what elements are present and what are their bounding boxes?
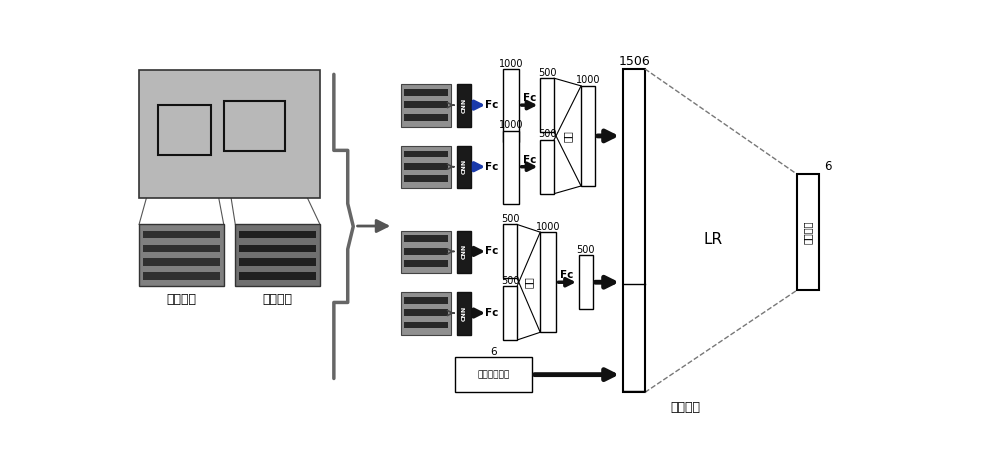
Text: Fc: Fc <box>485 162 498 172</box>
Bar <box>455 357 532 392</box>
Bar <box>239 230 316 238</box>
Bar <box>401 230 451 273</box>
Bar <box>503 130 519 204</box>
Text: 最终特征: 最终特征 <box>670 401 700 414</box>
Text: 头部角度向量: 头部角度向量 <box>477 370 509 379</box>
Bar <box>404 151 448 157</box>
Bar <box>404 260 448 267</box>
Text: CNN: CNN <box>461 159 466 174</box>
Bar <box>623 69 645 392</box>
Text: 连接: 连接 <box>563 130 573 142</box>
Bar <box>503 69 519 142</box>
Text: 1000: 1000 <box>499 59 523 68</box>
Text: CNN: CNN <box>461 305 466 321</box>
Text: 500: 500 <box>501 276 519 285</box>
Bar <box>139 71 320 197</box>
Bar <box>239 272 316 280</box>
Text: Fc: Fc <box>485 100 498 110</box>
Text: 500: 500 <box>538 129 556 140</box>
Bar <box>404 163 448 170</box>
Bar <box>404 175 448 182</box>
Bar <box>401 292 451 335</box>
Text: 左眼图像: 左眼图像 <box>263 293 293 307</box>
Bar <box>457 230 471 273</box>
Text: 6: 6 <box>490 347 497 357</box>
Bar <box>579 255 593 309</box>
Text: 视线方向: 视线方向 <box>803 220 813 244</box>
Bar <box>404 321 448 329</box>
Text: 500: 500 <box>576 245 595 255</box>
Bar <box>404 309 448 316</box>
Text: 1000: 1000 <box>536 222 560 232</box>
Bar <box>143 272 220 280</box>
Bar <box>457 84 471 127</box>
Text: Fc: Fc <box>560 270 574 280</box>
Bar <box>158 105 211 155</box>
Bar <box>457 292 471 335</box>
Bar <box>404 89 448 96</box>
Text: CNN: CNN <box>461 97 466 113</box>
Bar <box>401 146 451 188</box>
Bar <box>404 235 448 242</box>
Bar <box>457 146 471 188</box>
Text: 6: 6 <box>824 160 832 173</box>
Text: CNN: CNN <box>461 244 466 259</box>
Text: 500: 500 <box>538 68 556 78</box>
Bar <box>401 84 451 127</box>
Bar <box>404 113 448 121</box>
Bar <box>503 224 517 278</box>
Bar <box>235 224 320 286</box>
Bar <box>143 230 220 238</box>
Text: 右眼图像: 右眼图像 <box>166 293 196 307</box>
Text: Fc: Fc <box>485 308 498 318</box>
Bar <box>540 232 556 332</box>
Text: 1506: 1506 <box>618 55 650 68</box>
Bar <box>797 174 819 290</box>
Bar <box>239 245 316 252</box>
Text: 500: 500 <box>501 214 519 224</box>
Text: Fc: Fc <box>485 246 498 257</box>
Bar <box>143 258 220 266</box>
Text: Fc: Fc <box>523 93 536 103</box>
Text: 1000: 1000 <box>499 120 523 130</box>
Bar <box>143 245 220 252</box>
Bar <box>503 286 517 340</box>
Bar <box>540 140 554 194</box>
Bar <box>540 78 554 132</box>
Bar <box>224 101 285 151</box>
Text: Fc: Fc <box>523 155 536 165</box>
Bar <box>404 297 448 304</box>
Text: LR: LR <box>704 232 723 246</box>
Bar <box>239 258 316 266</box>
Text: 1000: 1000 <box>576 75 600 85</box>
Bar <box>139 224 224 286</box>
Text: 连接: 连接 <box>524 276 534 288</box>
Bar <box>581 86 595 186</box>
Bar <box>404 247 448 254</box>
Bar <box>404 101 448 108</box>
